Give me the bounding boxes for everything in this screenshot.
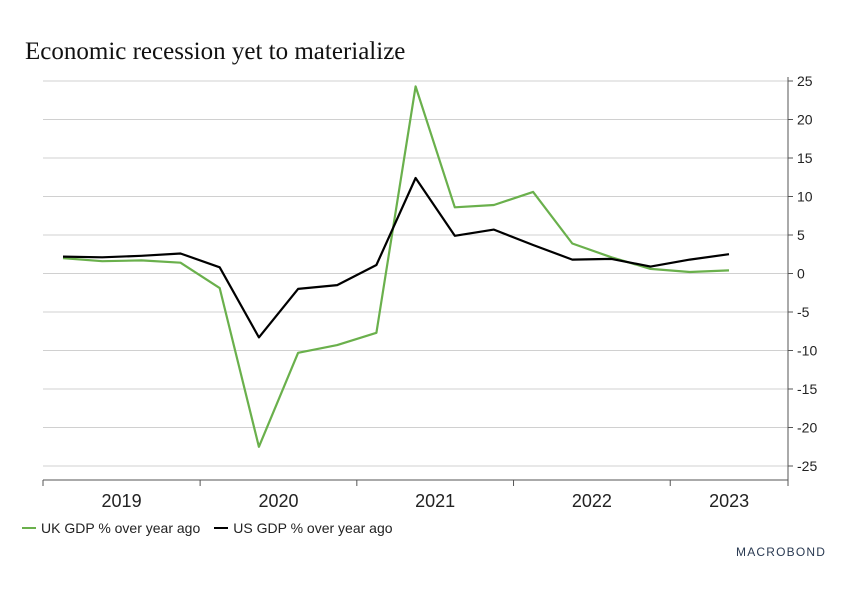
y-tick-label: 5 <box>797 227 805 243</box>
x-tick-label: 2023 <box>709 491 749 511</box>
y-tick-label: 10 <box>797 189 813 205</box>
y-tick-label: 25 <box>797 73 813 89</box>
x-tick-label: 2021 <box>415 491 455 511</box>
y-tick-label: -20 <box>797 420 817 436</box>
legend: UK GDP % over year ago US GDP % over yea… <box>22 520 393 536</box>
axes <box>43 77 789 481</box>
series-line-uk <box>62 85 730 448</box>
legend-item-us: US GDP % over year ago <box>214 520 393 536</box>
legend-item-uk: UK GDP % over year ago <box>22 520 200 536</box>
y-tick-label: -15 <box>797 381 817 397</box>
y-tick-label: -10 <box>797 343 817 359</box>
x-tick-label: 2019 <box>102 491 142 511</box>
chart-title: Economic recession yet to materialize <box>25 38 406 65</box>
y-tick-label: 0 <box>797 266 805 282</box>
series-line-us <box>62 176 730 339</box>
y-tick-label: 15 <box>797 150 813 166</box>
legend-label-us: US GDP % over year ago <box>233 520 393 536</box>
x-tick-label: 2022 <box>572 491 612 511</box>
gridlines <box>43 80 788 467</box>
legend-swatch-uk <box>22 527 36 529</box>
series-lines <box>62 85 730 448</box>
y-tick-label: -5 <box>797 304 810 320</box>
x-tick-label: 2020 <box>258 491 298 511</box>
x-axis-ticks: 2019 2020 2021 2022 2023 <box>42 480 789 511</box>
macrobond-logo: MACROBOND <box>736 545 827 559</box>
legend-swatch-us <box>214 527 229 529</box>
y-tick-label: 20 <box>797 112 813 128</box>
y-tick-label: -25 <box>797 458 817 474</box>
y-axis-ticks: 25 20 15 10 5 0 -5 -10 -15 -20 -25 <box>788 73 817 474</box>
legend-label-uk: UK GDP % over year ago <box>41 520 201 536</box>
